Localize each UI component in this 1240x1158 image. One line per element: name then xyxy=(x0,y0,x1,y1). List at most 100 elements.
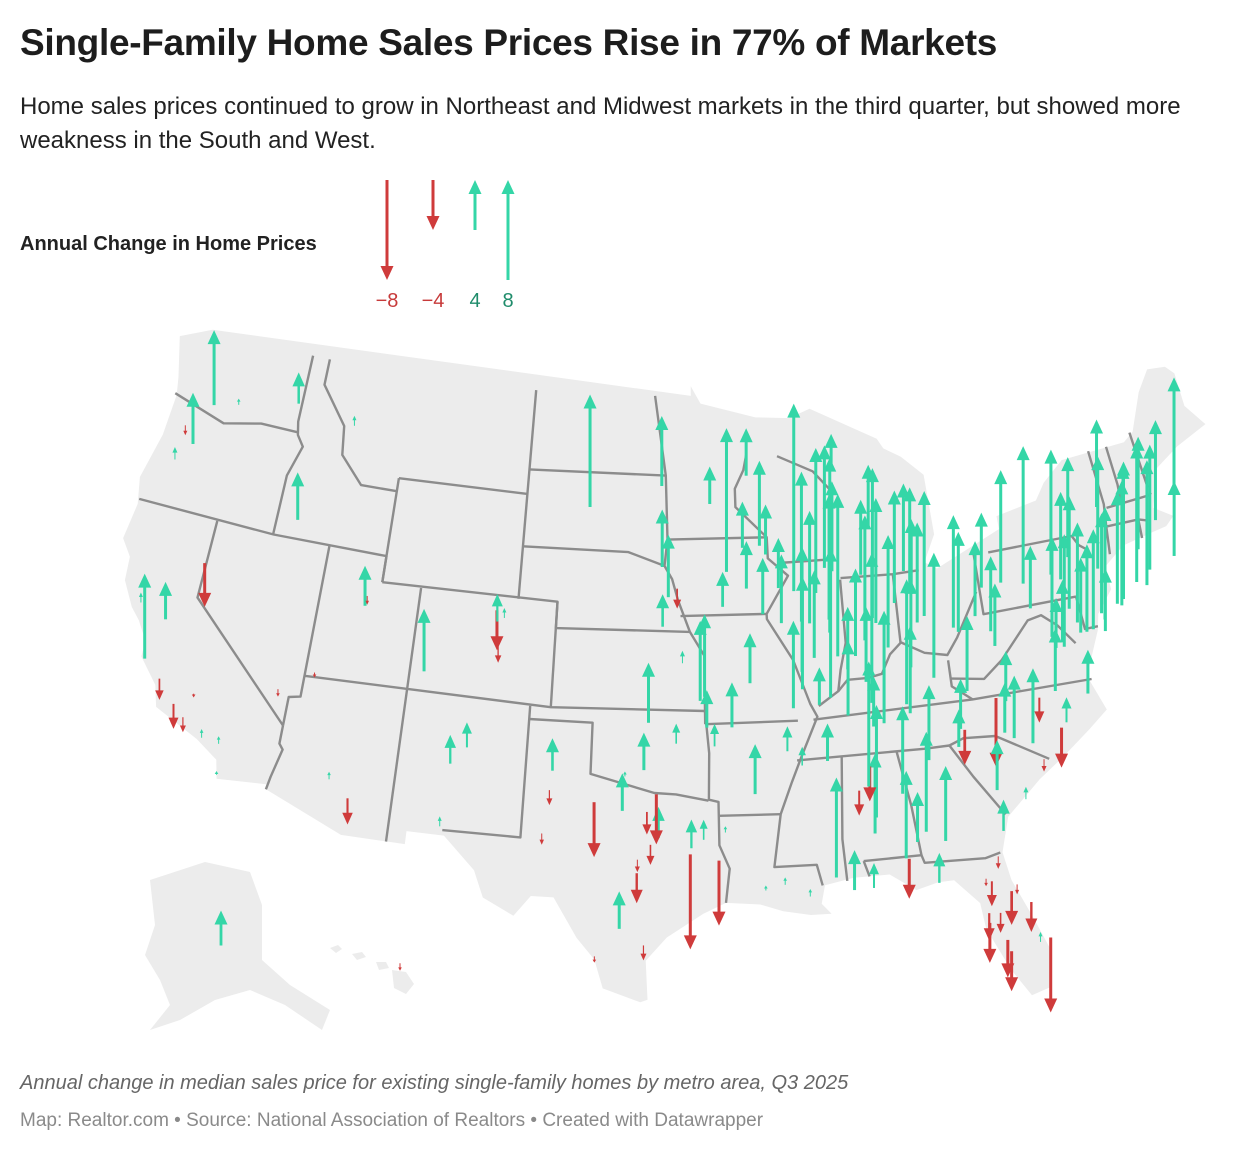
arrow-head xyxy=(903,625,917,640)
metro-arrow-increase xyxy=(655,509,669,567)
metro-arrow-increase xyxy=(821,723,835,761)
arrow-head xyxy=(1062,496,1076,511)
arrow-head xyxy=(984,882,988,887)
arrow-head xyxy=(798,746,806,756)
arrow-head xyxy=(752,460,766,475)
arrow-head xyxy=(656,594,670,609)
arrow-head xyxy=(831,493,845,508)
arrow-head xyxy=(917,490,931,505)
arrow-head xyxy=(655,509,669,524)
metro-arrow-increase xyxy=(1086,529,1100,630)
arrow-head xyxy=(183,430,188,436)
arrow-head xyxy=(817,445,831,460)
arrow-head xyxy=(841,606,855,621)
arrow-head xyxy=(849,568,863,583)
metro-arrow-increase xyxy=(862,661,876,787)
arrow-head xyxy=(1023,786,1029,793)
arrow-head xyxy=(437,816,442,821)
arrow-head xyxy=(812,667,826,682)
metro-arrow-increase xyxy=(1062,496,1076,609)
metro-arrow-decrease xyxy=(683,854,697,950)
arrow-head xyxy=(539,839,544,845)
arrow-head xyxy=(974,512,988,527)
chart-source: Map: Realtor.com • Source: National Asso… xyxy=(20,1110,764,1131)
state-border xyxy=(840,757,849,882)
arrow-head xyxy=(887,490,901,505)
metro-arrow-increase xyxy=(138,592,143,603)
arrow-head xyxy=(1034,711,1045,723)
metro-arrow-increase xyxy=(798,746,806,766)
metro-arrow-increase xyxy=(1038,931,1043,942)
arrow-head xyxy=(719,428,733,443)
metro-arrow-increase xyxy=(954,678,968,729)
metro-arrow-increase xyxy=(822,494,836,620)
legend-arrow xyxy=(501,180,515,280)
arrow-head xyxy=(1049,597,1063,612)
arrow-head xyxy=(829,777,843,792)
metro-arrow-increase xyxy=(922,685,936,761)
metro-arrow-decrease xyxy=(183,425,188,436)
metro-arrow-increase xyxy=(1054,491,1068,580)
arrow-head xyxy=(380,266,394,280)
metro-arrow-increase xyxy=(615,773,629,811)
arrow-head xyxy=(735,501,749,516)
metro-arrow-increase xyxy=(1045,536,1059,637)
metro-arrow-increase xyxy=(960,615,974,691)
state-border xyxy=(398,477,528,496)
arrow-head xyxy=(207,330,221,345)
state-border xyxy=(384,587,423,842)
arrow-head xyxy=(312,674,317,678)
metro-arrow-increase xyxy=(444,734,457,764)
metro-arrow-decrease xyxy=(649,794,663,845)
arrow-head xyxy=(911,792,925,807)
metro-arrow-decrease xyxy=(854,790,865,816)
metro-arrow-decrease xyxy=(179,717,186,733)
arrow-head xyxy=(1005,910,1019,925)
arrow-head xyxy=(191,694,196,698)
metro-arrow-increase xyxy=(1131,436,1145,550)
arrow-head xyxy=(1015,889,1020,895)
arrow-head xyxy=(867,676,881,691)
metro-arrow-increase xyxy=(679,650,685,664)
legend-label: 8 xyxy=(502,290,513,312)
legend-label: −8 xyxy=(376,290,399,312)
arrow-head xyxy=(795,546,809,561)
arrow-head xyxy=(786,620,800,635)
arrow-head xyxy=(1023,545,1037,560)
arrow-head xyxy=(995,863,1001,869)
state-border xyxy=(862,860,871,877)
arrow-head xyxy=(502,607,507,613)
arrow-head xyxy=(630,889,643,904)
state-border xyxy=(281,545,331,726)
arrow-head xyxy=(276,693,280,697)
metro-arrow-decrease xyxy=(642,811,652,835)
metro-arrow-increase xyxy=(808,889,813,897)
state-border xyxy=(271,355,315,535)
arrow-head xyxy=(968,541,982,556)
arrow-head xyxy=(1026,668,1040,683)
metro-arrow-increase xyxy=(236,398,241,405)
state-border xyxy=(863,851,1001,864)
metro-arrow-increase xyxy=(1070,522,1084,623)
metro-arrow-decrease xyxy=(398,963,402,971)
arrow-head xyxy=(612,891,626,906)
metro-arrow-increase xyxy=(723,826,728,833)
arrow-head xyxy=(854,499,868,514)
metro-arrow-increase xyxy=(623,771,627,777)
arrow-head xyxy=(1143,444,1157,459)
arrow-head xyxy=(1081,649,1095,664)
metro-arrow-increase xyxy=(199,728,204,738)
arrow-head xyxy=(869,498,883,513)
arrow-head xyxy=(988,583,1002,598)
arrow-head xyxy=(1044,449,1058,464)
metro-arrow-decrease xyxy=(983,922,997,963)
metro-arrow-increase xyxy=(214,910,228,946)
arrow-head xyxy=(868,862,879,875)
metro-arrow-decrease xyxy=(673,588,682,609)
arrow-head xyxy=(771,538,785,553)
arrow-head xyxy=(468,180,482,194)
arrow-head xyxy=(782,726,793,738)
metro-arrow-decrease xyxy=(494,646,502,663)
metro-arrow-increase xyxy=(699,819,708,840)
